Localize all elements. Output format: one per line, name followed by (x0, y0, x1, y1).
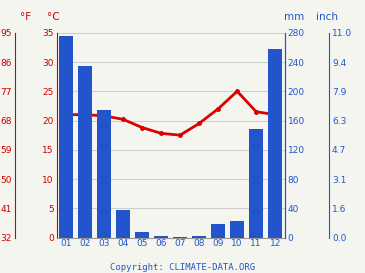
Bar (230, 221, 244, 238)
Text: °F: °F (20, 12, 31, 22)
Bar (268, 49, 282, 238)
Bar (97, 109, 111, 238)
Bar (135, 232, 149, 238)
Text: °C: °C (47, 12, 59, 22)
Text: Copyright: CLIMATE-DATA.ORG: Copyright: CLIMATE-DATA.ORG (110, 263, 255, 272)
Bar (116, 210, 130, 238)
Bar (249, 129, 263, 238)
Bar (211, 224, 225, 238)
Bar (173, 237, 187, 238)
Bar (78, 66, 92, 238)
Text: mm: mm (284, 12, 304, 22)
Text: inch: inch (316, 12, 338, 22)
Bar (192, 236, 206, 238)
Bar (59, 36, 73, 238)
Bar (154, 236, 168, 238)
